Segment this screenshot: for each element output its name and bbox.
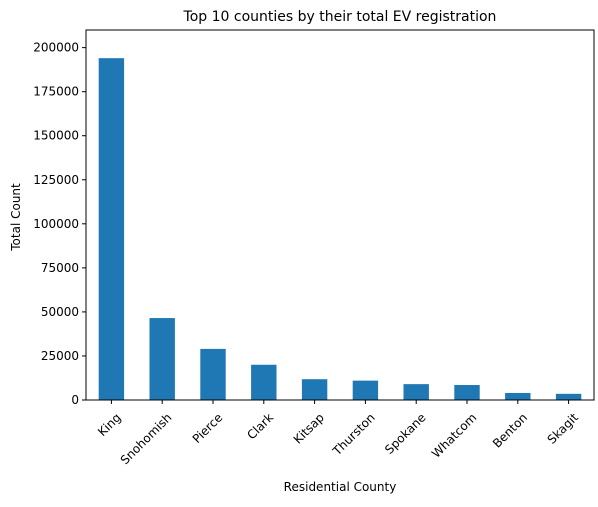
- x-axis-label: Residential County: [284, 480, 397, 494]
- x-tick-label: Skagit: [545, 410, 582, 447]
- x-tick-label: Spokane: [382, 410, 428, 456]
- bar-king: [98, 58, 125, 400]
- bar-benton: [505, 392, 531, 400]
- y-tick-label: 0: [71, 393, 79, 407]
- y-tick-label: 75000: [41, 261, 79, 275]
- y-axis-ticks: 0 25000 50000 75000 100000 125000 150000 175000…: [33, 41, 86, 407]
- plot-frame: [85, 29, 595, 401]
- x-tick-label: Pierce: [190, 410, 226, 446]
- bar-spokane: [403, 384, 429, 400]
- x-tick-label: Thurston: [329, 410, 377, 458]
- chart-title: Top 10 counties by their total EV regist…: [183, 9, 497, 25]
- bar-thurston: [352, 380, 379, 400]
- x-tick-label: Clark: [244, 410, 276, 442]
- y-tick-label: 100000: [33, 217, 79, 231]
- y-tick-label: 50000: [41, 305, 79, 319]
- y-tick-label: 150000: [33, 129, 79, 143]
- x-tick-label: Benton: [490, 410, 530, 450]
- x-tick-label: Kitsap: [291, 410, 327, 446]
- y-tick-label: 125000: [33, 173, 79, 187]
- y-axis-label: Total Count: [9, 183, 23, 252]
- bar-snohomish: [149, 318, 175, 400]
- bar-pierce: [200, 348, 226, 400]
- bars-layer: [98, 58, 582, 400]
- x-tick-label: Whatcom: [429, 410, 479, 460]
- bar-skagit: [555, 393, 582, 400]
- y-tick-label: 200000: [33, 41, 79, 55]
- y-tick-label: 175000: [33, 85, 79, 99]
- bar-clark: [251, 364, 277, 400]
- x-tick-label: Snohomish: [118, 410, 175, 467]
- y-tick-label: 25000: [41, 349, 79, 363]
- bar-whatcom: [454, 385, 480, 400]
- bar-kitsap: [301, 379, 328, 400]
- x-tick-label: King: [95, 410, 124, 439]
